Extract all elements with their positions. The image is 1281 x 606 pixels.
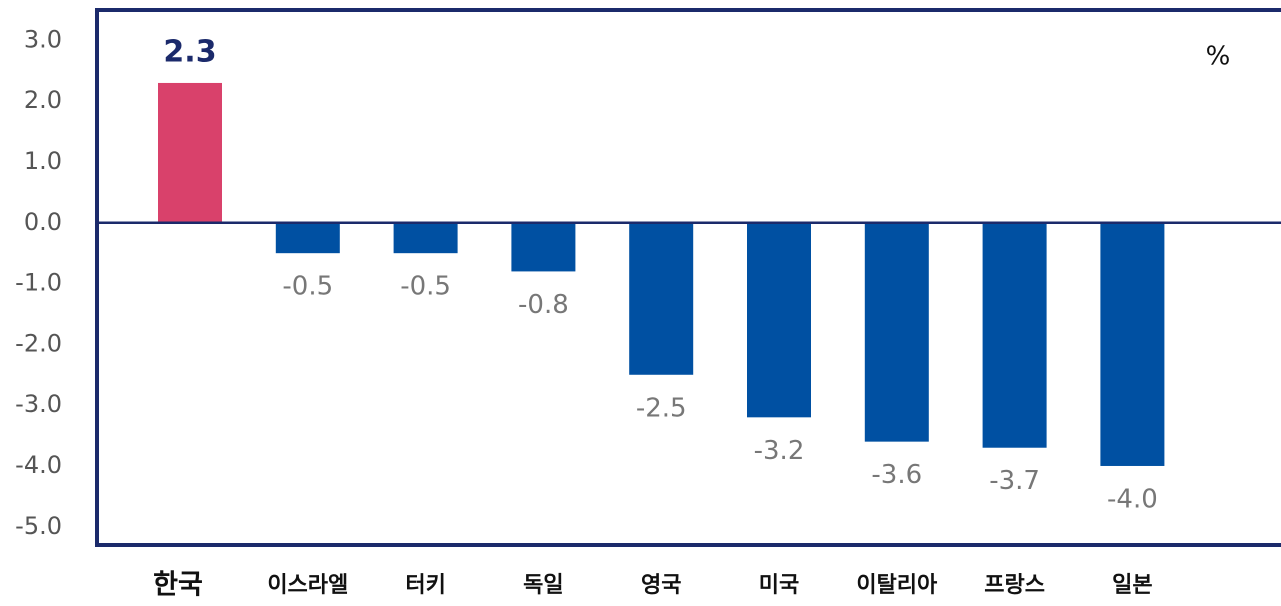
x-tick-label: 터키 xyxy=(405,573,445,598)
bar xyxy=(511,222,576,272)
x-tick-label: 이탈리아 xyxy=(856,573,938,598)
value-label: -4.0 xyxy=(1107,484,1158,514)
x-tick-label: 일본 xyxy=(1112,573,1152,598)
y-tick-label: -5.0 xyxy=(15,512,62,540)
value-label: -0.5 xyxy=(400,272,451,302)
x-tick-label: 프랑스 xyxy=(984,573,1045,598)
y-tick-label: 1.0 xyxy=(24,147,62,175)
bar xyxy=(747,222,811,418)
y-tick-label: -2.0 xyxy=(15,329,62,357)
value-label: 2.3 xyxy=(163,34,216,69)
y-tick-label: 3.0 xyxy=(24,25,62,53)
x-tick-label: 한국 xyxy=(153,570,203,601)
bar xyxy=(629,222,694,375)
value-label: -3.2 xyxy=(754,436,805,466)
y-tick-label: 2.0 xyxy=(24,86,62,114)
unit-label: % xyxy=(1206,42,1231,72)
x-tick-label: 이스라엘 xyxy=(267,573,348,598)
bar xyxy=(982,222,1047,448)
y-tick-label: -4.0 xyxy=(15,451,62,479)
bar xyxy=(275,222,340,254)
y-tick-label: -3.0 xyxy=(15,390,62,418)
x-tick-label: 영국 xyxy=(641,573,681,598)
value-label: -3.7 xyxy=(989,466,1040,496)
x-tick-label: 독일 xyxy=(523,573,563,598)
bar xyxy=(158,82,222,223)
value-label: -0.8 xyxy=(518,290,569,320)
bar xyxy=(1100,222,1165,466)
y-tick-label: 0.0 xyxy=(24,208,62,236)
bar xyxy=(393,222,458,254)
bar xyxy=(864,222,929,442)
x-tick-label: 미국 xyxy=(759,573,799,598)
value-label: -3.6 xyxy=(871,460,922,490)
value-label: -0.5 xyxy=(282,272,333,302)
y-tick-label: -1.0 xyxy=(15,269,62,297)
value-label: -2.5 xyxy=(636,393,687,423)
